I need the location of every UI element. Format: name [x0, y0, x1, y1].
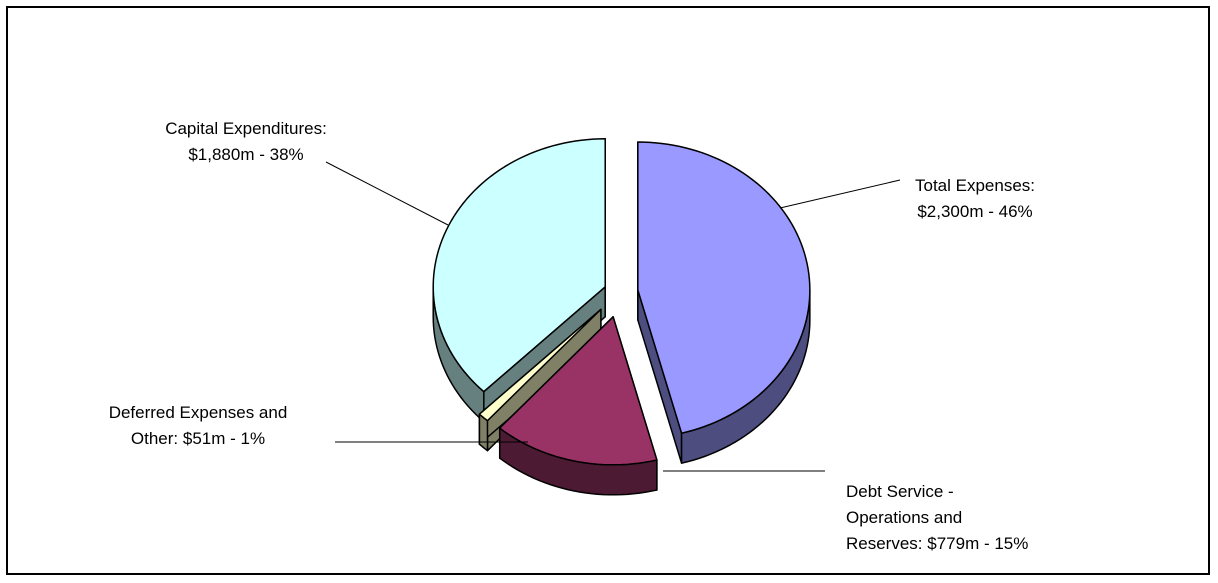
slice-top-deferred-expenses	[478, 308, 602, 422]
slice-top-debt-service	[498, 316, 658, 466]
pie-slice-total-expenses	[637, 141, 811, 464]
pie-chart: Total Expenses: $2,300m - 46% Debt Service…	[109, 119, 1035, 553]
slice-label-line: Debt Service -	[846, 482, 954, 501]
leader-line-total-expenses	[779, 179, 901, 209]
slice-label-line: Capital Expenditures:	[165, 119, 327, 138]
slice-top-capital-expenditures	[432, 138, 606, 393]
slice-label-deferred-expenses: Deferred Expenses and Other: $51m - 1%	[109, 403, 288, 448]
slice-label-line: Operations and	[846, 508, 962, 527]
slice-label-line: Deferred Expenses and	[109, 403, 288, 422]
slice-label-line: Total Expenses:	[915, 176, 1035, 195]
slice-label-total-expenses: Total Expenses: $2,300m - 46%	[915, 176, 1035, 221]
slice-labels: Total Expenses: $2,300m - 46% Debt Service…	[109, 119, 1035, 553]
leader-lines	[325, 161, 901, 472]
slice-label-debt-service: Debt Service - Operations and Reserves: $7…	[846, 482, 1028, 553]
slice-label-line: $1,880m - 38%	[188, 145, 303, 164]
pie-slice-deferred-expenses	[478, 308, 602, 452]
chart-frame: Total Expenses: $2,300m - 46% Debt Service…	[6, 6, 1210, 575]
slices-layer	[432, 138, 811, 496]
pie-slice-debt-service	[498, 316, 658, 496]
leader-line-capital-expenditures	[325, 161, 449, 226]
slice-top-total-expenses	[637, 141, 811, 434]
slice-label-capital-expenditures: Capital Expenditures: $1,880m - 38%	[165, 119, 327, 164]
slice-label-line: Reserves: $779m - 15%	[846, 534, 1028, 553]
slice-label-line: Other: $51m - 1%	[131, 429, 265, 448]
slice-label-line: $2,300m - 46%	[917, 202, 1032, 221]
